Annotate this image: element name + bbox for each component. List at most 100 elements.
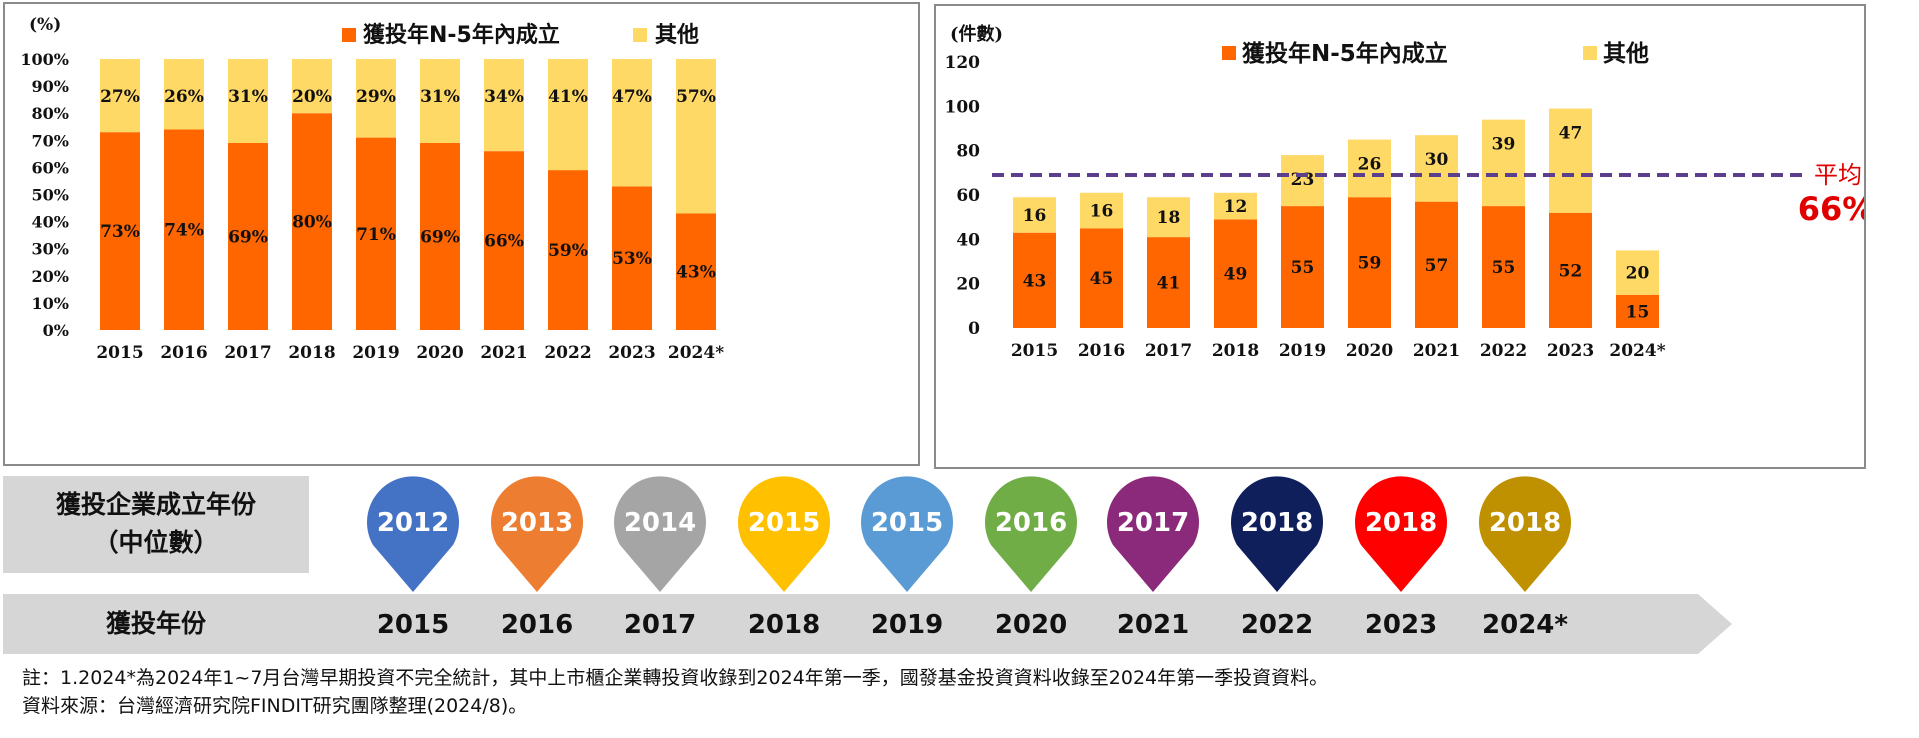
median-pin-year-label: 2016 — [995, 508, 1067, 538]
timeline-year-label: 2021 — [1117, 610, 1189, 640]
right-y-tick-label: 100 — [945, 97, 981, 117]
right-bar-data-label: 45 — [1090, 269, 1114, 289]
right-x-tick-label: 2018 — [1212, 341, 1259, 361]
right-x-tick-label: 2015 — [1011, 341, 1058, 361]
median-label-line1: 獲投企業成立年份 — [55, 490, 256, 519]
median-pin-year-label: 2015 — [871, 508, 943, 538]
right-legend-other: 其他 — [1603, 41, 1649, 67]
count-chart-svg: (件數) 獲投年N-5年內成立 其他 0 20 40 60 80 100 120 43 16 4… — [945, 23, 1875, 361]
right-bar-data-label: 55 — [1492, 258, 1516, 278]
left-bar-segment-other — [356, 59, 396, 138]
timeline-label: 獲投年份 — [106, 609, 206, 638]
median-pin-year-label: 2012 — [377, 508, 449, 538]
left-bar-segment-other — [548, 59, 588, 171]
left-legend-main: 獲投年N-5年內成立 — [363, 22, 560, 48]
left-bar-data-label: 80% — [292, 213, 332, 233]
median-pin-year-label: 2017 — [1117, 508, 1189, 538]
left-x-tick-label: 2018 — [288, 343, 335, 363]
right-bar-data-label: 55 — [1291, 258, 1315, 278]
right-bar-segment-other — [1080, 192, 1123, 229]
left-x-tick-label: 2016 — [160, 343, 207, 363]
right-bar-segment-other — [1013, 197, 1056, 233]
median-pin-year-label: 2014 — [624, 508, 696, 538]
left-bar-data-label: 20% — [292, 87, 332, 107]
footnote-line2: 資料來源：台灣經濟研究院FINDIT研究團隊整理(2024/8)。 — [22, 695, 528, 717]
left-y-tick-label: 80% — [32, 104, 69, 123]
right-bar-data-label: 49 — [1224, 265, 1248, 285]
average-label: 平均 — [1814, 161, 1862, 189]
left-bar-data-label: 47% — [612, 87, 652, 107]
left-bar-data-label: 31% — [228, 87, 268, 107]
left-y-tick-label: 30% — [32, 240, 69, 259]
percent-stacked-bar-chart: (%) 獲投年N-5年內成立 其他 0% 10% 20% 30% 40% 50% 60% 70… — [3, 2, 920, 466]
right-bar-data-label: 59 — [1358, 254, 1382, 274]
right-bar-segment-other — [1281, 155, 1324, 207]
left-bar-data-label: 43% — [676, 263, 716, 283]
left-bar-segment-main — [100, 132, 140, 330]
median-label-line2: （中位數） — [93, 528, 219, 557]
right-bar-data-label: 18 — [1157, 208, 1181, 228]
right-bar-segment-main — [1348, 197, 1391, 328]
left-y-tick-label: 20% — [32, 267, 69, 286]
median-pin-marker — [1107, 476, 1199, 592]
right-bar-data-label: 12 — [1224, 197, 1248, 217]
left-y-tick-label: 0% — [43, 321, 69, 340]
right-legend-main: 獲投年N-5年內成立 — [1242, 40, 1448, 67]
left-x-tick-label: 2021 — [480, 343, 527, 363]
right-bar-data-label: 26 — [1358, 155, 1382, 175]
median-pin-year-label: 2018 — [1489, 508, 1561, 538]
left-bar-data-label: 69% — [228, 228, 268, 248]
median-pin-marker — [861, 476, 953, 592]
left-bar-segment-other — [292, 59, 332, 114]
median-pin-marker — [738, 476, 830, 592]
timeline-year-label: 2016 — [501, 610, 573, 640]
left-y-tick-label: 100% — [20, 50, 69, 69]
right-legend-swatch-other — [1583, 46, 1597, 60]
left-bar-segment-main — [356, 137, 396, 330]
left-bar-segment-other — [100, 59, 140, 133]
left-bar-data-label: 41% — [548, 87, 588, 107]
left-bar-segment-main — [612, 186, 652, 330]
right-unit-label: (件數) — [950, 23, 1003, 45]
left-bar-data-label: 69% — [420, 228, 460, 248]
left-bar-segment-main — [548, 170, 588, 330]
left-x-tick-label: 2024* — [668, 343, 724, 363]
right-y-tick-label: 120 — [945, 53, 981, 73]
left-bar-data-label: 26% — [164, 87, 204, 107]
right-bar-data-label: 57 — [1425, 256, 1449, 276]
left-bar-segment-main — [676, 213, 716, 330]
right-bar-data-label: 16 — [1090, 202, 1114, 222]
right-bar-data-label: 16 — [1023, 206, 1047, 226]
right-x-tick-label: 2016 — [1078, 341, 1125, 361]
left-bar-segment-other — [612, 59, 652, 187]
left-bar-segment-main — [484, 151, 524, 330]
timeline-arrow — [3, 594, 1732, 654]
median-pin-marker — [491, 476, 583, 592]
left-x-tick-label: 2019 — [352, 343, 399, 363]
right-x-tick-label: 2024* — [1609, 341, 1665, 361]
right-bar-segment-main — [1013, 232, 1056, 328]
timeline-year-label: 2022 — [1241, 610, 1313, 640]
right-x-tick-label: 2021 — [1413, 341, 1460, 361]
median-pin-marker — [985, 476, 1077, 592]
right-bar-data-label: 15 — [1626, 302, 1650, 322]
right-x-tick-label: 2022 — [1480, 341, 1527, 361]
timeline-year-label: 2020 — [995, 610, 1067, 640]
left-legend-other: 其他 — [655, 23, 699, 48]
left-bar-data-label: 29% — [356, 87, 396, 107]
right-bar-data-label: 41 — [1157, 274, 1181, 294]
right-bar-segment-main — [1214, 219, 1257, 328]
left-bar-segment-other — [228, 59, 268, 144]
left-bar-data-label: 34% — [484, 87, 524, 107]
right-y-tick-label: 60 — [956, 186, 980, 206]
right-bar-segment-other — [1482, 119, 1525, 207]
median-pin-marker — [1355, 476, 1447, 592]
right-bar-data-label: 52 — [1559, 261, 1583, 281]
right-x-tick-label: 2023 — [1547, 341, 1594, 361]
timeline-year-label: 2018 — [748, 610, 820, 640]
left-bar-data-label: 71% — [356, 225, 396, 245]
left-y-tick-label: 10% — [32, 294, 69, 313]
timeline-year-label: 2019 — [871, 610, 943, 640]
right-bar-segment-main — [1281, 206, 1324, 328]
timeline-year-label: 2023 — [1365, 610, 1437, 640]
